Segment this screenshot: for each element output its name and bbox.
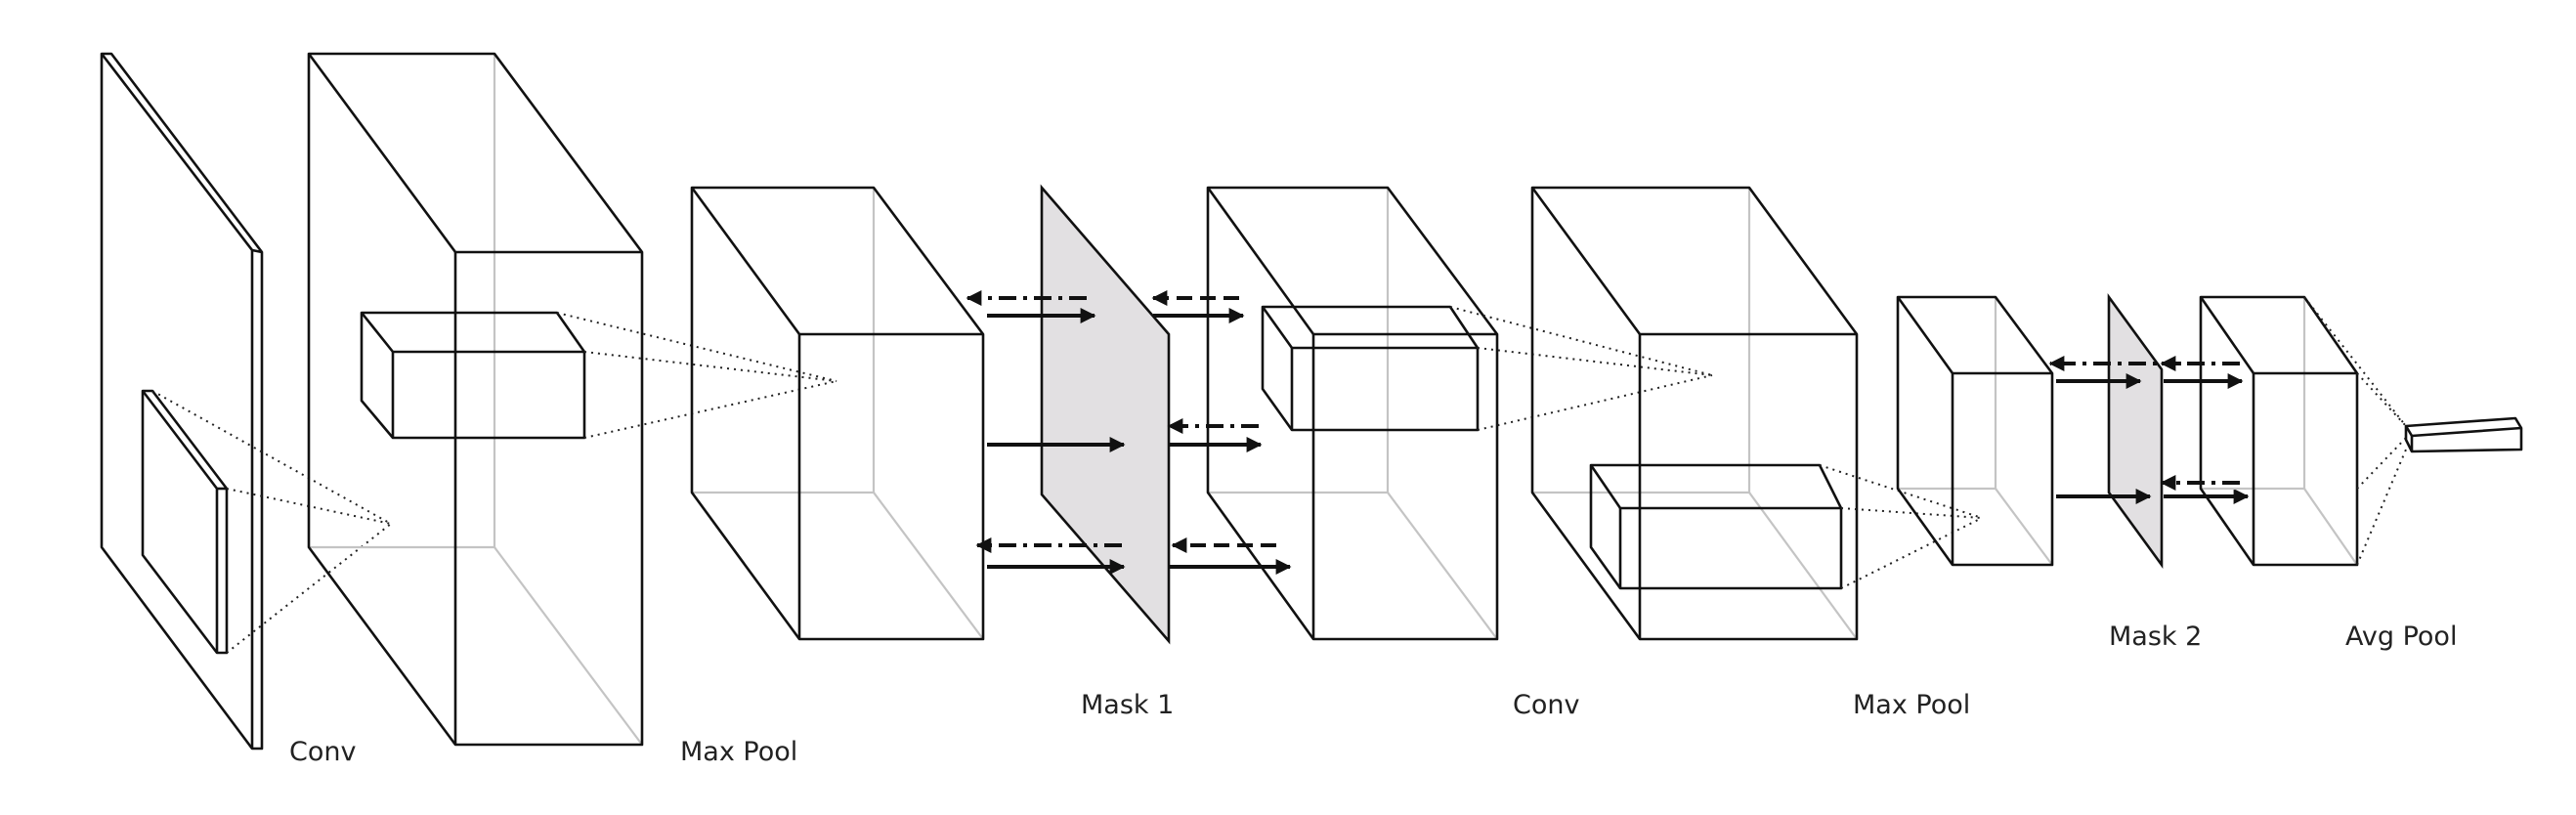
label-mask1: Mask 1 bbox=[1081, 690, 1174, 720]
maxpool1-block bbox=[690, 186, 985, 641]
label-conv1: Conv bbox=[289, 737, 356, 767]
label-mask2: Mask 2 bbox=[2109, 622, 2202, 652]
masked-block-1-patch-projection bbox=[1449, 306, 1713, 431]
label-maxpool1: Max Pool bbox=[680, 737, 797, 767]
conv1-block bbox=[307, 52, 644, 747]
label-maxpool2: Max Pool bbox=[1853, 690, 1970, 720]
masked-block-1-patch-box bbox=[1261, 305, 1480, 432]
masked-block-1 bbox=[1206, 186, 1499, 641]
mask1-plane bbox=[1040, 184, 1171, 645]
mask2-plane bbox=[2107, 293, 2164, 569]
input-patch bbox=[141, 389, 229, 655]
avgpool-output-bar bbox=[2404, 416, 2523, 453]
masked-block-2-projection bbox=[2303, 296, 2407, 566]
conv2-patch-projection bbox=[1819, 464, 1983, 589]
mask1-arrows bbox=[966, 290, 1292, 575]
maxpool2-block bbox=[1896, 295, 2054, 567]
conv2-patch-box bbox=[1589, 463, 1843, 590]
conv2-block bbox=[1530, 186, 1859, 641]
masked-block-2 bbox=[2199, 295, 2359, 567]
label-avgpool: Avg Pool bbox=[2345, 622, 2457, 652]
conv1-patch-projection bbox=[556, 312, 837, 439]
input-image-slab bbox=[100, 52, 264, 751]
label-conv2: Conv bbox=[1513, 690, 1579, 720]
conv1-patch-box bbox=[360, 311, 586, 440]
